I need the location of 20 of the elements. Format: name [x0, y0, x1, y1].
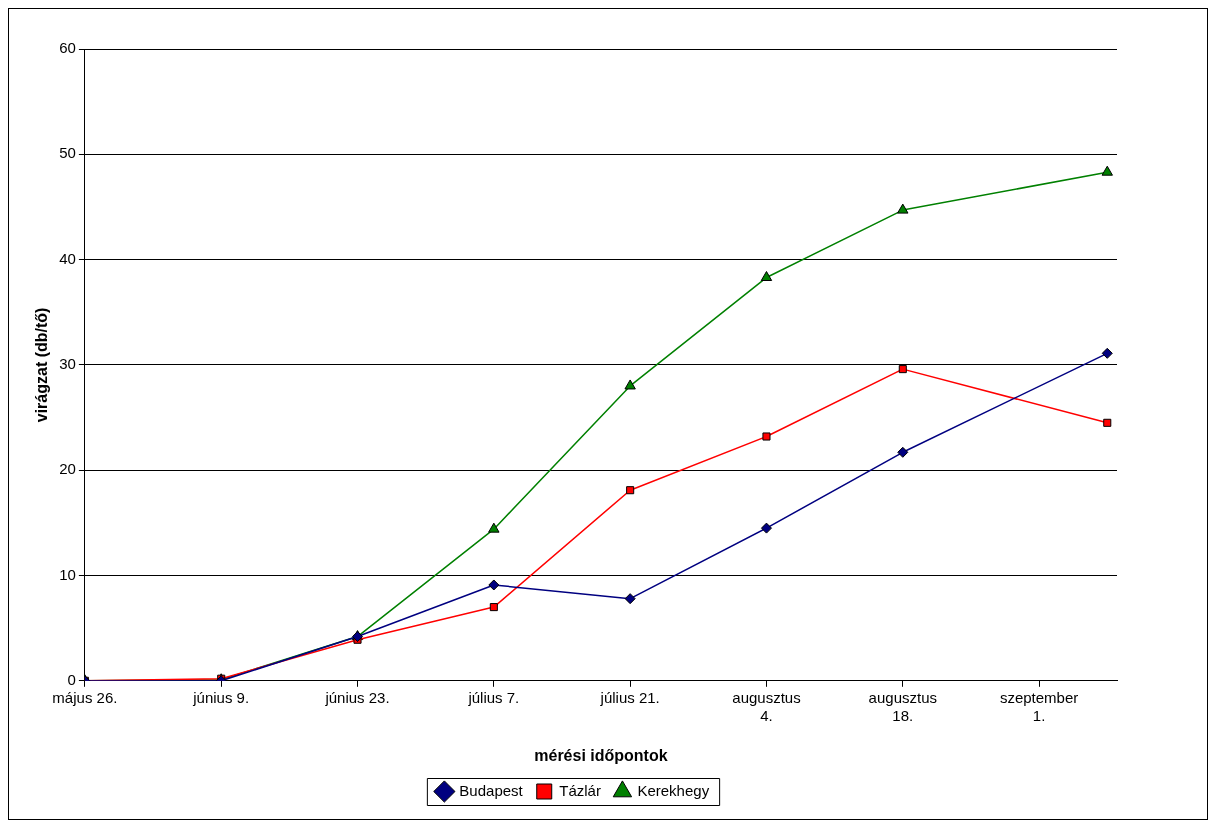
x-tick-label: augusztus 18. — [868, 688, 937, 724]
legend-label: Budapest — [459, 781, 524, 799]
y-tick-label: 20 — [59, 460, 76, 478]
y-tick-label: 30 — [59, 355, 76, 373]
legend-label: Tázlár — [559, 781, 601, 799]
y-tick-label: 60 — [59, 39, 76, 57]
y-tick-label: 50 — [59, 144, 76, 162]
x-tick-label: június 23. — [324, 688, 390, 706]
x-tick-label: május 26. — [52, 688, 118, 706]
x-axis-title: mérési időpontok — [534, 746, 668, 764]
y-tick-label: 0 — [67, 670, 76, 688]
legend-label: Kerekhegy — [637, 781, 710, 799]
x-tick-label: szeptember 1. — [999, 688, 1079, 724]
y-tick-label: 40 — [59, 249, 76, 267]
x-tick-label: augusztus 4. — [732, 688, 801, 724]
x-tick-label: július 7. — [467, 688, 520, 706]
x-tick-label: július 21. — [599, 688, 660, 706]
x-tick-label: június 9. — [192, 688, 250, 706]
y-tick-label: 10 — [59, 565, 76, 583]
y-axis-title: virágzat (db/tő) — [33, 307, 51, 423]
